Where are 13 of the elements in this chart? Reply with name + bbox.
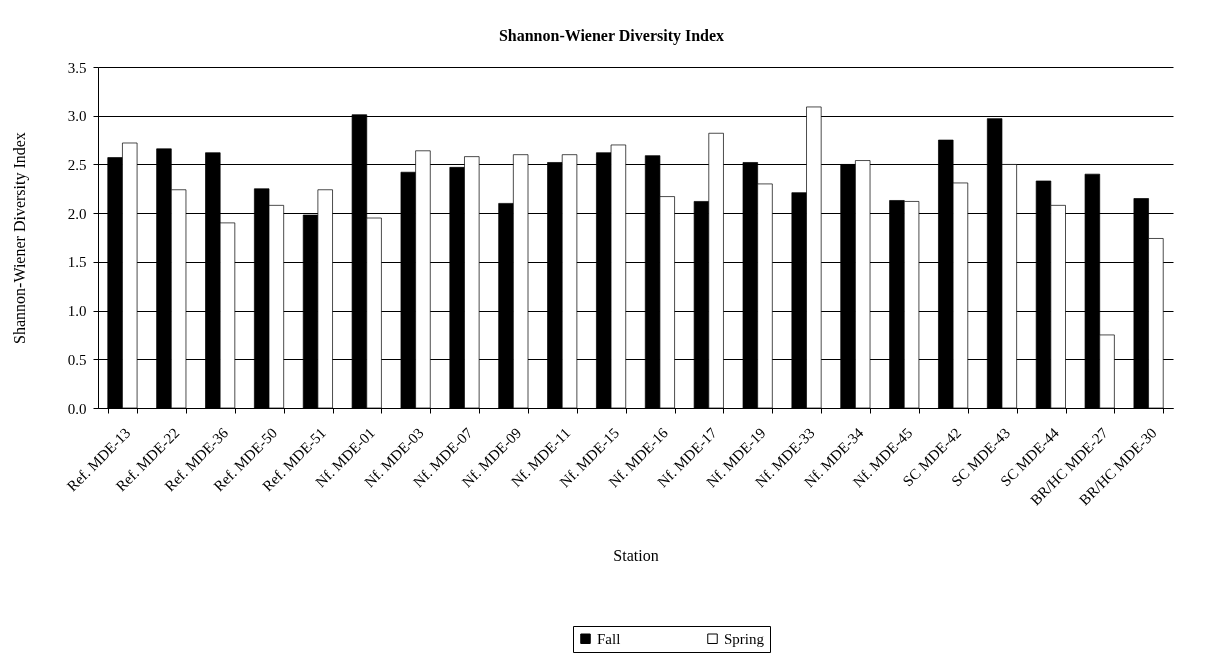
y-tick-label: 0.5 bbox=[67, 351, 87, 368]
legend-label: Fall bbox=[597, 630, 621, 647]
x-axis-title: Station bbox=[613, 547, 659, 565]
y-tick-label: 3.5 bbox=[67, 59, 87, 76]
legend-label: Spring bbox=[724, 630, 765, 647]
y-tick-label: 2.5 bbox=[67, 156, 87, 173]
y-tick-label: 1.0 bbox=[67, 303, 87, 320]
y-tick-label: 0.0 bbox=[67, 400, 87, 417]
y-axis-title: Shannon-Wiener Diversity Index bbox=[10, 132, 29, 344]
y-tick-label: 3.0 bbox=[67, 108, 87, 125]
y-tick-label: 1.5 bbox=[67, 254, 87, 271]
y-tick-label: 2.0 bbox=[67, 205, 87, 222]
chart-title: Shannon-Wiener Diversity Index bbox=[498, 27, 725, 45]
